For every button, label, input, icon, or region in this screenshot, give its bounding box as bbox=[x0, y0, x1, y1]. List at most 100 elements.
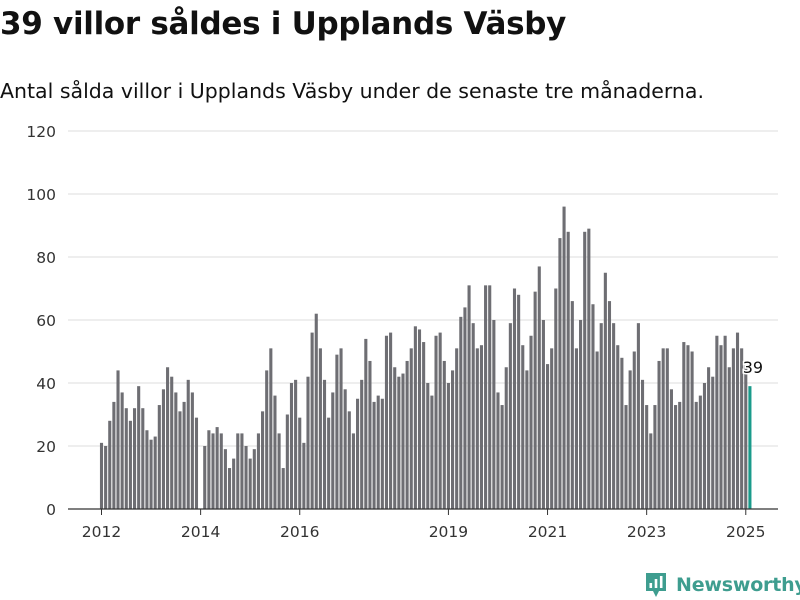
bar bbox=[351, 433, 355, 509]
bar bbox=[678, 401, 682, 509]
bar bbox=[500, 405, 504, 509]
bar bbox=[360, 379, 364, 509]
bar bbox=[145, 430, 149, 509]
bar bbox=[232, 458, 236, 509]
data-labels: 39 bbox=[741, 357, 764, 379]
bar bbox=[698, 395, 702, 509]
bar bbox=[744, 360, 748, 509]
bar bbox=[430, 395, 434, 509]
x-tick-label: 2019 bbox=[429, 523, 468, 541]
x-axis: 2012 2014 2016 2019 2021 2023 2025 bbox=[68, 508, 778, 541]
bar bbox=[256, 433, 260, 509]
bar bbox=[236, 433, 240, 509]
bar bbox=[182, 401, 186, 509]
y-tick-label: 60 bbox=[36, 312, 56, 330]
x-tick-label: 2012 bbox=[82, 523, 121, 541]
bars bbox=[99, 206, 752, 510]
bar bbox=[496, 392, 500, 509]
x-tick-label: 2021 bbox=[528, 523, 567, 541]
bar bbox=[211, 433, 215, 509]
bar bbox=[413, 326, 417, 509]
bar bbox=[372, 401, 376, 509]
bar bbox=[434, 335, 438, 509]
bar bbox=[595, 351, 599, 509]
bar bbox=[451, 370, 455, 509]
bar bbox=[674, 405, 678, 509]
bar bbox=[649, 433, 653, 509]
bar bbox=[682, 342, 686, 509]
bar bbox=[587, 228, 591, 509]
bar bbox=[492, 320, 496, 509]
bar bbox=[475, 348, 479, 509]
bar bbox=[273, 395, 277, 509]
bar bbox=[261, 411, 265, 509]
bar bbox=[170, 376, 174, 509]
bar bbox=[438, 332, 442, 509]
bar bbox=[240, 433, 244, 509]
bar bbox=[694, 401, 698, 509]
bar bbox=[376, 395, 380, 509]
bar bbox=[603, 272, 607, 509]
y-tick-label: 0 bbox=[46, 501, 56, 519]
bar bbox=[521, 345, 525, 509]
bar bbox=[401, 373, 405, 509]
bar bbox=[562, 206, 566, 509]
y-tick-label: 40 bbox=[36, 375, 56, 393]
y-tick-label: 120 bbox=[26, 123, 56, 141]
bar bbox=[446, 383, 450, 509]
bar bbox=[719, 345, 723, 509]
bar bbox=[190, 392, 194, 509]
bar bbox=[104, 446, 108, 509]
bar bbox=[203, 446, 207, 509]
bar bbox=[471, 323, 475, 509]
x-tick-label: 2025 bbox=[726, 523, 765, 541]
chart-title: 39 villor såldes i Upplands Väsby bbox=[0, 6, 567, 42]
bar bbox=[215, 427, 219, 509]
bar bbox=[405, 360, 409, 509]
bar bbox=[628, 370, 632, 509]
bar bbox=[583, 231, 587, 510]
bar bbox=[174, 392, 178, 509]
bar bbox=[636, 323, 640, 509]
bar bbox=[669, 389, 673, 509]
bar bbox=[463, 307, 467, 509]
bar bbox=[128, 420, 132, 509]
bar bbox=[616, 345, 620, 509]
bar bbox=[488, 285, 492, 509]
bar bbox=[178, 411, 182, 509]
bar bbox=[339, 348, 343, 509]
bar bbox=[579, 320, 583, 509]
bar bbox=[302, 442, 306, 509]
bar bbox=[269, 348, 273, 509]
bar bbox=[554, 288, 558, 509]
bar bbox=[686, 345, 690, 509]
bar bbox=[116, 370, 120, 509]
bar bbox=[331, 392, 335, 509]
bar bbox=[141, 408, 145, 509]
bar bbox=[186, 379, 190, 509]
bar bbox=[310, 332, 314, 509]
bar bbox=[459, 316, 463, 509]
bar bbox=[248, 458, 252, 509]
bar bbox=[389, 332, 393, 509]
bar bbox=[409, 348, 413, 509]
bar bbox=[244, 446, 248, 509]
bar bbox=[735, 332, 740, 509]
bar bbox=[285, 414, 289, 509]
bar bbox=[347, 411, 351, 509]
bar bbox=[108, 420, 112, 509]
bar bbox=[727, 367, 731, 509]
bar bbox=[417, 329, 422, 509]
bar bbox=[149, 439, 153, 509]
brand[interactable]: Newsworthy bbox=[644, 570, 800, 600]
bar bbox=[599, 323, 603, 509]
bar bbox=[612, 323, 616, 509]
bar bbox=[442, 360, 446, 509]
y-tick-label: 20 bbox=[36, 438, 56, 456]
bar bbox=[327, 417, 331, 509]
bar bbox=[525, 370, 529, 509]
bar bbox=[219, 433, 223, 509]
bar bbox=[624, 405, 628, 509]
bar bbox=[591, 304, 595, 509]
bar bbox=[298, 417, 302, 509]
